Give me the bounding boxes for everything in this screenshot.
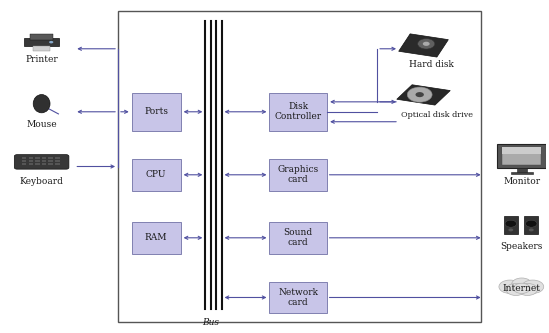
FancyBboxPatch shape xyxy=(42,164,46,165)
FancyBboxPatch shape xyxy=(118,11,481,322)
Text: Monitor: Monitor xyxy=(503,177,540,186)
FancyBboxPatch shape xyxy=(22,161,26,162)
FancyBboxPatch shape xyxy=(270,282,327,313)
Text: Mouse: Mouse xyxy=(26,120,57,129)
Text: Disk
Controller: Disk Controller xyxy=(274,102,322,122)
FancyBboxPatch shape xyxy=(30,34,53,40)
FancyBboxPatch shape xyxy=(22,158,26,159)
Circle shape xyxy=(512,278,531,290)
Text: Ports: Ports xyxy=(144,107,168,116)
FancyBboxPatch shape xyxy=(270,159,327,190)
FancyBboxPatch shape xyxy=(502,147,541,165)
Text: Speakers: Speakers xyxy=(501,242,543,251)
Text: Sound
card: Sound card xyxy=(283,228,312,247)
Circle shape xyxy=(525,220,537,227)
Circle shape xyxy=(518,283,537,295)
FancyBboxPatch shape xyxy=(35,164,40,165)
Circle shape xyxy=(418,39,435,49)
FancyBboxPatch shape xyxy=(270,222,327,253)
FancyBboxPatch shape xyxy=(48,158,53,159)
FancyBboxPatch shape xyxy=(14,155,69,169)
FancyBboxPatch shape xyxy=(24,38,59,46)
Text: Internet: Internet xyxy=(503,284,541,293)
Text: Hard disk: Hard disk xyxy=(409,60,454,69)
Circle shape xyxy=(505,220,517,227)
FancyBboxPatch shape xyxy=(29,158,33,159)
Circle shape xyxy=(513,283,530,293)
Circle shape xyxy=(499,280,521,293)
FancyBboxPatch shape xyxy=(48,161,53,162)
Text: RAM: RAM xyxy=(145,233,167,242)
Circle shape xyxy=(407,87,432,102)
FancyBboxPatch shape xyxy=(511,172,533,173)
Circle shape xyxy=(506,283,526,295)
Circle shape xyxy=(416,92,424,97)
FancyBboxPatch shape xyxy=(132,222,181,253)
FancyBboxPatch shape xyxy=(55,161,59,162)
FancyBboxPatch shape xyxy=(22,164,26,165)
Text: Graphics
card: Graphics card xyxy=(277,165,318,184)
Polygon shape xyxy=(397,85,450,105)
FancyBboxPatch shape xyxy=(29,164,33,165)
FancyBboxPatch shape xyxy=(502,147,541,154)
Text: Printer: Printer xyxy=(25,55,58,64)
FancyBboxPatch shape xyxy=(42,161,46,162)
Circle shape xyxy=(522,280,544,293)
FancyBboxPatch shape xyxy=(55,164,59,165)
FancyBboxPatch shape xyxy=(33,46,51,51)
FancyBboxPatch shape xyxy=(497,144,546,168)
FancyBboxPatch shape xyxy=(132,159,181,190)
FancyBboxPatch shape xyxy=(42,158,46,159)
FancyBboxPatch shape xyxy=(524,216,538,234)
Circle shape xyxy=(508,228,513,231)
FancyBboxPatch shape xyxy=(35,161,40,162)
FancyBboxPatch shape xyxy=(35,158,40,159)
FancyBboxPatch shape xyxy=(55,158,59,159)
FancyBboxPatch shape xyxy=(132,93,181,131)
Text: Keyboard: Keyboard xyxy=(20,177,64,186)
Ellipse shape xyxy=(33,95,50,113)
Text: Network
card: Network card xyxy=(278,288,318,307)
FancyBboxPatch shape xyxy=(48,164,53,165)
FancyBboxPatch shape xyxy=(29,161,33,162)
Circle shape xyxy=(49,41,53,43)
FancyBboxPatch shape xyxy=(517,167,526,173)
Circle shape xyxy=(423,42,430,46)
FancyBboxPatch shape xyxy=(270,93,327,131)
Text: Optical disk drive: Optical disk drive xyxy=(401,111,473,119)
Text: CPU: CPU xyxy=(146,170,166,179)
Text: Bus: Bus xyxy=(202,318,219,327)
Polygon shape xyxy=(399,34,449,57)
FancyBboxPatch shape xyxy=(504,216,518,234)
Circle shape xyxy=(529,228,534,231)
